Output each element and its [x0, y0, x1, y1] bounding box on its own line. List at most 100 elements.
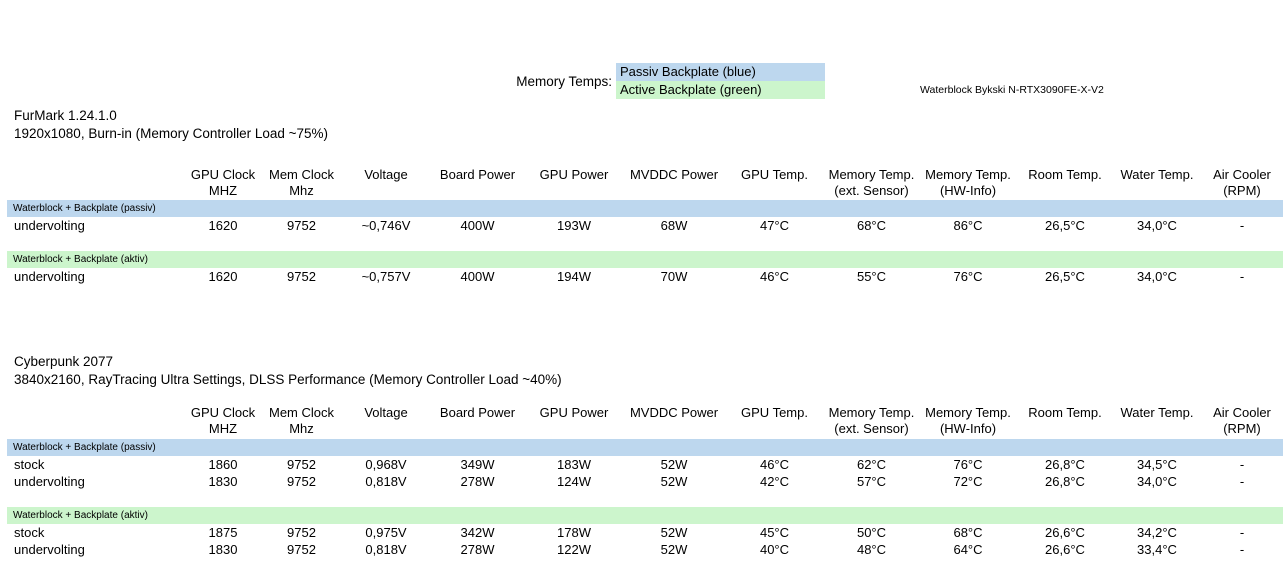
header-spacer [0, 405, 185, 437]
header-board-power: Board Power [439, 167, 516, 182]
cell-room-temp[interactable]: 26,5°C [1045, 269, 1085, 284]
cell-board-power[interactable]: 278W [460, 474, 495, 489]
cell-gpu-temp[interactable]: 42°C [759, 474, 790, 489]
cell-gpu-power[interactable]: 194W [557, 269, 591, 284]
group-band-passiv[interactable]: Waterblock + Backplate (passiv) [7, 439, 1283, 456]
cell-gpu-temp[interactable]: 46°C [759, 457, 790, 472]
cell-gpu-power[interactable]: 183W [557, 457, 591, 472]
cell-gpu-power[interactable]: 193W [557, 218, 591, 233]
cell-gpu-clock[interactable]: 1860 [208, 457, 238, 472]
header-gpu-power: GPU Power [539, 405, 609, 420]
cell-board-power[interactable]: 400W [460, 269, 495, 284]
cell-gpu-clock[interactable]: 1830 [208, 474, 238, 489]
cell-board-power[interactable]: 349W [460, 457, 495, 472]
cell-mem-clock[interactable]: 9752 [287, 474, 316, 489]
cell-voltage[interactable]: 0,975V [365, 525, 407, 540]
cell-gpu-power[interactable]: 178W [557, 525, 591, 540]
header-gpu-temp: GPU Temp. [741, 167, 808, 182]
cell-gpu-power[interactable]: 122W [557, 542, 591, 557]
cell-memory-temp-ext[interactable]: 68°C [856, 218, 887, 233]
cell-air-cooler[interactable]: - [1239, 542, 1245, 557]
cell-memory-temp-hwinfo[interactable]: 86°C [953, 218, 983, 233]
legend-item-active-backplate[interactable]: Active Backplate (green) [616, 81, 825, 99]
cell-room-temp[interactable]: 26,6°C [1045, 525, 1085, 540]
row-label[interactable]: stock [14, 525, 45, 540]
cell-air-cooler[interactable]: - [1239, 457, 1245, 472]
cell-mvddc-power[interactable]: 70W [660, 269, 688, 284]
header-mem-clock: Mem Clock Mhz [268, 405, 334, 436]
cell-voltage[interactable]: ~0,757V [361, 269, 411, 284]
table-row: undervolting 1830 9752 0,818V 278W 122W … [0, 541, 1283, 558]
cell-gpu-power[interactable]: 124W [557, 474, 591, 489]
cell-gpu-clock[interactable]: 1830 [208, 542, 238, 557]
cell-mvddc-power[interactable]: 68W [660, 218, 688, 233]
cell-water-temp[interactable]: 34,5°C [1137, 457, 1177, 472]
group-band-passiv[interactable]: Waterblock + Backplate (passiv) [7, 200, 1283, 217]
cell-memory-temp-hwinfo[interactable]: 72°C [953, 474, 983, 489]
cell-mem-clock[interactable]: 9752 [287, 542, 316, 557]
cell-board-power[interactable]: 278W [460, 542, 495, 557]
cell-voltage[interactable]: 0,968V [365, 457, 407, 472]
cell-voltage[interactable]: ~0,746V [361, 218, 411, 233]
cell-memory-temp-ext[interactable]: 62°C [856, 457, 887, 472]
header-room-temp: Room Temp. [1028, 167, 1102, 182]
cell-memory-temp-ext[interactable]: 55°C [856, 269, 887, 284]
cell-room-temp[interactable]: 26,8°C [1045, 457, 1085, 472]
cell-memory-temp-ext[interactable]: 50°C [856, 525, 887, 540]
cell-gpu-temp[interactable]: 40°C [759, 542, 790, 557]
cell-memory-temp-hwinfo[interactable]: 76°C [953, 269, 983, 284]
table-row: undervolting 1620 9752 ~0,757V 400W 194W… [0, 268, 1283, 285]
cell-air-cooler[interactable]: - [1239, 474, 1245, 489]
cell-mem-clock[interactable]: 9752 [287, 269, 316, 284]
cell-room-temp[interactable]: 26,8°C [1045, 474, 1085, 489]
row-label[interactable]: undervolting [14, 474, 85, 489]
cell-room-temp[interactable]: 26,5°C [1045, 218, 1085, 233]
cell-water-temp[interactable]: 33,4°C [1137, 542, 1177, 557]
cell-gpu-temp[interactable]: 46°C [759, 269, 790, 284]
cell-gpu-clock[interactable]: 1620 [208, 218, 238, 233]
row-label[interactable]: undervolting [14, 218, 85, 233]
header-air-cooler: Air Cooler (RPM) [1213, 167, 1271, 198]
cell-mem-clock[interactable]: 9752 [287, 525, 316, 540]
cell-gpu-temp[interactable]: 45°C [759, 525, 790, 540]
header-memory-temp-ext: Memory Temp. (ext. Sensor) [828, 405, 915, 436]
group-band-aktiv[interactable]: Waterblock + Backplate (aktiv) [7, 251, 1283, 268]
cell-memory-temp-ext[interactable]: 57°C [856, 474, 887, 489]
cell-mvddc-power[interactable]: 52W [660, 474, 688, 489]
cell-mvddc-power[interactable]: 52W [660, 525, 688, 540]
cell-water-temp[interactable]: 34,0°C [1137, 269, 1177, 284]
cell-voltage[interactable]: 0,818V [365, 474, 407, 489]
cell-memory-temp-hwinfo[interactable]: 64°C [953, 542, 983, 557]
group-band-aktiv[interactable]: Waterblock + Backplate (aktiv) [7, 507, 1283, 524]
cell-gpu-temp[interactable]: 47°C [759, 218, 790, 233]
cell-memory-temp-hwinfo[interactable]: 68°C [953, 525, 983, 540]
cell-air-cooler[interactable]: - [1239, 269, 1245, 284]
cell-water-temp[interactable]: 34,0°C [1137, 218, 1177, 233]
section-subtitle-cyberpunk: 3840x2160, RayTracing Ultra Settings, DL… [14, 372, 562, 387]
row-label[interactable]: undervolting [14, 269, 85, 284]
legend-label: Memory Temps: [516, 74, 612, 89]
cell-air-cooler[interactable]: - [1239, 218, 1245, 233]
cell-voltage[interactable]: 0,818V [365, 542, 407, 557]
row-label[interactable]: undervolting [14, 542, 85, 557]
cell-water-temp[interactable]: 34,0°C [1137, 474, 1177, 489]
cell-mem-clock[interactable]: 9752 [287, 218, 316, 233]
header-mvddc-power: MVDDC Power [629, 405, 719, 420]
legend-item-passiv-backplate[interactable]: Passiv Backplate (blue) [616, 63, 825, 81]
cell-gpu-clock[interactable]: 1620 [208, 269, 238, 284]
waterblock-note: Waterblock Bykski N-RTX3090FE-X-V2 [920, 84, 1104, 96]
cell-room-temp[interactable]: 26,6°C [1045, 542, 1085, 557]
header-gpu-power: GPU Power [539, 167, 609, 182]
cell-mvddc-power[interactable]: 52W [660, 542, 688, 557]
cell-memory-temp-hwinfo[interactable]: 76°C [953, 457, 983, 472]
cell-mem-clock[interactable]: 9752 [287, 457, 316, 472]
cell-mvddc-power[interactable]: 52W [660, 457, 688, 472]
header-board-power: Board Power [439, 405, 516, 420]
cell-air-cooler[interactable]: - [1239, 525, 1245, 540]
cell-memory-temp-ext[interactable]: 48°C [856, 542, 887, 557]
cell-gpu-clock[interactable]: 1875 [208, 525, 238, 540]
cell-board-power[interactable]: 400W [460, 218, 495, 233]
cell-water-temp[interactable]: 34,2°C [1137, 525, 1177, 540]
row-label[interactable]: stock [14, 457, 45, 472]
cell-board-power[interactable]: 342W [460, 525, 495, 540]
